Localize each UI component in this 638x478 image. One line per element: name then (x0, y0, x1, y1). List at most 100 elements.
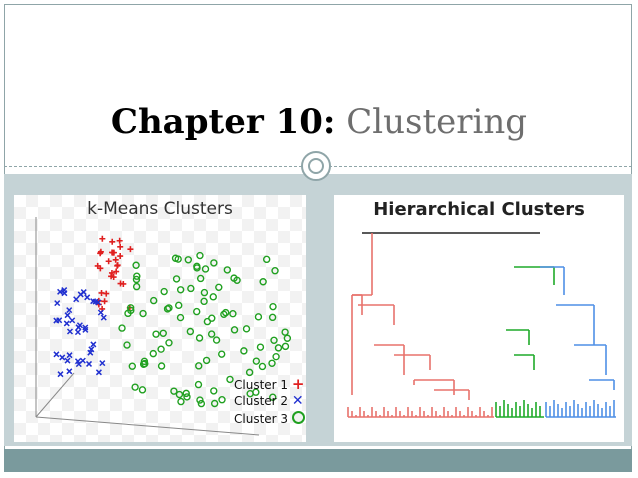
cluster-2-point (63, 320, 70, 327)
x-axis (35, 416, 260, 436)
cluster-3-point (193, 307, 201, 316)
cluster-3-point (220, 310, 228, 319)
hierarchical-image: Hierarchical Clusters (334, 195, 624, 442)
cluster-1-point (114, 262, 121, 269)
cluster-1-point (117, 280, 124, 287)
cluster-3-point (149, 349, 157, 358)
cluster-3-point (159, 329, 167, 337)
cluster-1-point (117, 243, 124, 250)
cluster-2-point (90, 341, 97, 348)
cluster-3-point (140, 357, 149, 366)
divider-ornament-icon (301, 151, 331, 181)
cluster-3-point (217, 350, 226, 358)
cluster-2-point (64, 312, 71, 319)
legend-cluster-2: Cluster 2 ✕ (234, 393, 304, 409)
cluster-3-point (176, 286, 185, 294)
cluster-3-point (271, 267, 279, 275)
cluster-2-point (57, 288, 64, 295)
cluster-2-point (54, 300, 61, 307)
cluster-3-point (184, 256, 193, 264)
circle-icon (291, 411, 305, 424)
cluster-3-point (128, 362, 136, 370)
cluster-3-point (210, 259, 218, 267)
cluster-3-point (118, 324, 126, 332)
cluster-3-point (132, 261, 140, 269)
cluster-2-point (59, 354, 66, 361)
cluster-3-point (272, 352, 280, 361)
cluster-1-point (117, 253, 124, 260)
cluster-3-point (186, 327, 195, 336)
plus-icon: + (291, 375, 305, 393)
cluster-3-point (252, 357, 261, 365)
cluster-3-point (165, 304, 173, 312)
cluster-3-point (174, 255, 182, 263)
cluster-3-point (200, 297, 208, 306)
cluster-3-point (176, 313, 185, 322)
cluster-2-point (69, 317, 76, 324)
cluster-3-point (258, 362, 267, 371)
cluster-1-point (109, 249, 116, 256)
kmeans-title: k-Means Clusters (87, 199, 233, 219)
cluster-3-point (132, 275, 141, 284)
cluster-2-point (57, 371, 64, 378)
cluster-2-point (88, 346, 95, 353)
cluster-3-point (131, 383, 139, 391)
cluster-2-point (66, 368, 73, 375)
cluster-3-point (212, 336, 221, 344)
cluster-1-point (98, 289, 105, 296)
cluster-2-point (61, 287, 68, 294)
cluster-3-point (269, 302, 277, 311)
cluster-3-point (197, 399, 206, 408)
cluster-3-point (126, 304, 135, 312)
cluster-3-point (215, 283, 223, 292)
cluster-3-point (132, 282, 141, 291)
cluster-3-point (281, 342, 290, 351)
cluster-1-point (113, 268, 120, 275)
cluster-1-point (127, 246, 134, 253)
cluster-3-point (187, 284, 195, 293)
cluster-2-point (97, 309, 104, 316)
cluster-2-point (64, 357, 71, 364)
legend-cluster-2-label: Cluster 2 (234, 394, 289, 408)
cluster-3-point (246, 389, 254, 398)
cluster-3-point (283, 334, 292, 342)
cluster-1-point (99, 235, 106, 242)
kmeans-plot (35, 217, 292, 436)
cluster-2-point (85, 360, 93, 367)
cluster-3-point (139, 309, 147, 318)
cluster-3-point (262, 255, 271, 264)
cluster-1-point (94, 262, 101, 269)
cluster-3-point (245, 368, 254, 377)
cluster-1-point (112, 256, 119, 263)
slide-title-bold: Chapter 10: (110, 102, 336, 142)
cluster-3-point (202, 356, 211, 365)
cluster-3-point (270, 336, 278, 344)
cluster-2-point (84, 294, 91, 301)
y-axis (35, 372, 75, 418)
cluster-3-point (157, 362, 166, 370)
footer-band (4, 449, 632, 472)
cluster-3-point (218, 396, 226, 404)
cluster-2-point (82, 326, 89, 333)
cluster-2-point (76, 322, 83, 329)
cluster-3-point (195, 362, 203, 370)
cluster-3-point (256, 343, 265, 351)
cluster-3-point (196, 396, 204, 404)
cluster-3-point (210, 387, 218, 395)
cluster-3-point (209, 293, 217, 301)
cluster-3-point (195, 334, 204, 342)
cluster-2-point (66, 328, 74, 335)
cluster-3-point (182, 389, 190, 398)
cluster-2-point (56, 317, 63, 324)
legend-cluster-1: Cluster 1 + (234, 375, 304, 393)
cluster-3-point (160, 287, 168, 296)
cluster-3-point (223, 266, 232, 274)
cluster-3-point (259, 278, 267, 286)
cluster-2-point (66, 352, 73, 359)
cluster-2-point (95, 369, 102, 376)
cluster-3-point (233, 276, 241, 284)
legend-cluster-3-label: Cluster 3 (234, 412, 289, 426)
cluster-3-point (210, 399, 219, 408)
cluster-3-point (201, 265, 210, 273)
cluster-1-point (108, 269, 115, 276)
